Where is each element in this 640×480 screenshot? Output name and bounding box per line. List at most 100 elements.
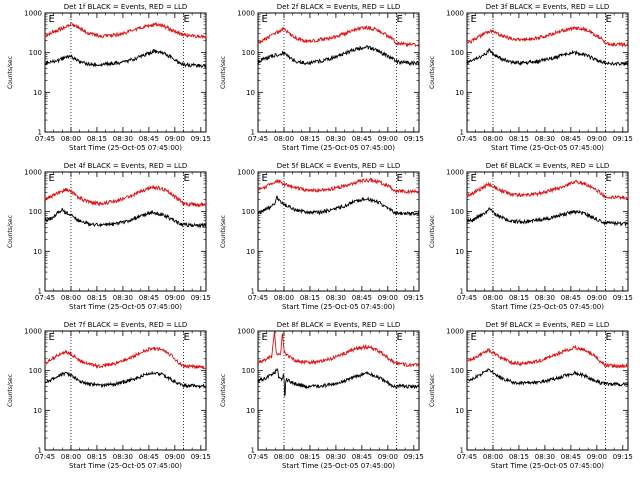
- x-tick-label: 08:45: [561, 135, 581, 143]
- y-axis-label: Counts/sec: [429, 215, 436, 248]
- x-tick-label: 09:15: [613, 294, 633, 302]
- x-axis-label: Start Time (25-Oct-05 07:45:00): [491, 303, 604, 311]
- x-tick-label: 09:00: [378, 294, 398, 302]
- e-marker-label: E: [396, 332, 402, 343]
- x-axis-label: Start Time (25-Oct-05 07:45:00): [282, 144, 395, 152]
- x-tick-label: 08:45: [561, 453, 581, 461]
- e-marker-label: E: [470, 14, 476, 25]
- e-marker-label: E: [183, 173, 189, 184]
- y-tick-label: 100: [29, 208, 42, 216]
- x-tick-label: 08:30: [535, 453, 555, 461]
- x-tick-label: 08:45: [561, 294, 581, 302]
- x-tick-label: 09:15: [613, 135, 633, 143]
- x-tick-label: 09:00: [587, 294, 607, 302]
- e-marker-label: E: [470, 332, 476, 343]
- x-tick-label: 08:15: [509, 294, 529, 302]
- x-tick-label: 08:45: [352, 135, 372, 143]
- x-tick-label: 08:15: [509, 135, 529, 143]
- chart-title: Det 5f BLACK = Events, RED = LLD: [277, 162, 400, 170]
- y-tick-label: 10: [33, 248, 42, 256]
- y-tick-label: 100: [451, 49, 464, 57]
- y-tick-label: 100: [29, 367, 42, 375]
- e-marker-label: E: [261, 173, 267, 184]
- x-tick-label: 07:45: [248, 453, 268, 461]
- y-tick-label: 1000: [237, 169, 255, 177]
- x-tick-label: 08:15: [509, 453, 529, 461]
- plot-frame: [257, 171, 420, 292]
- chart-panel: Det 2f BLACK = Events, RED = LLD Counts/s…: [220, 3, 424, 152]
- y-axis-label: Counts/sec: [7, 374, 14, 407]
- x-axis-label: Start Time (25-Oct-05 07:45:00): [282, 462, 395, 470]
- y-axis-label: Counts/sec: [429, 56, 436, 89]
- x-tick-label: 08:00: [483, 453, 503, 461]
- x-tick-label: 08:15: [87, 135, 107, 143]
- y-tick-label: 1: [251, 129, 255, 137]
- y-tick-label: 10: [246, 407, 255, 415]
- e-marker-label: E: [183, 14, 189, 25]
- chart-panel: Det 4f BLACK = Events, RED = LLD Counts/s…: [7, 162, 211, 311]
- y-tick-label: 1000: [24, 10, 42, 18]
- y-tick-label: 1000: [237, 10, 255, 18]
- y-tick-label: 100: [451, 367, 464, 375]
- plot-frame: [466, 171, 629, 292]
- events-rate-series: [44, 207, 207, 229]
- x-tick-label: 08:30: [535, 294, 555, 302]
- y-axis-label: Counts/sec: [220, 56, 227, 89]
- y-tick-label: 10: [246, 248, 255, 256]
- x-tick-label: 07:45: [35, 135, 55, 143]
- e-marker-label: E: [261, 14, 267, 25]
- x-tick-label: 08:00: [274, 453, 294, 461]
- y-tick-label: 10: [455, 407, 464, 415]
- x-tick-label: 09:00: [378, 453, 398, 461]
- chart-title: Det 1f BLACK = Events, RED = LLD: [64, 3, 187, 11]
- x-tick-label: 08:00: [61, 135, 81, 143]
- x-tick-label: 08:30: [113, 294, 133, 302]
- y-tick-label: 1: [38, 447, 42, 455]
- events-rate-series: [257, 45, 420, 67]
- y-tick-label: 1000: [446, 10, 464, 18]
- x-axis-label: Start Time (25-Oct-05 07:45:00): [69, 144, 182, 152]
- x-tick-label: 08:00: [483, 135, 503, 143]
- lld-rate-series: [466, 25, 629, 48]
- x-axis-label: Start Time (25-Oct-05 07:45:00): [491, 462, 604, 470]
- lld-rate-series: [257, 331, 420, 368]
- chart-title: Det 8f BLACK = Events, RED = LLD: [277, 321, 400, 329]
- y-axis-label: Counts/sec: [7, 56, 14, 89]
- y-axis-label: Counts/sec: [220, 215, 227, 248]
- e-marker-label: E: [605, 173, 611, 184]
- x-tick-label: 07:45: [248, 294, 268, 302]
- y-tick-label: 1: [251, 447, 255, 455]
- x-tick-label: 08:30: [113, 453, 133, 461]
- e-marker-label: E: [605, 14, 611, 25]
- x-tick-label: 08:45: [139, 453, 159, 461]
- x-axis-label: Start Time (25-Oct-05 07:45:00): [282, 303, 395, 311]
- e-marker-label: E: [48, 173, 54, 184]
- y-tick-label: 100: [451, 208, 464, 216]
- chart-title: Det 2f BLACK = Events, RED = LLD: [277, 3, 400, 11]
- x-tick-label: 08:15: [300, 453, 320, 461]
- events-rate-series: [466, 206, 629, 227]
- chart-title: Det 6f BLACK = Events, RED = LLD: [486, 162, 609, 170]
- e-marker-label: E: [396, 14, 402, 25]
- x-tick-label: 09:00: [165, 453, 185, 461]
- chart-panel: Det 1f BLACK = Events, RED = LLD Counts/s…: [7, 3, 211, 152]
- x-tick-label: 08:15: [87, 453, 107, 461]
- y-axis-label: Counts/sec: [7, 215, 14, 248]
- plot-frame: [466, 330, 629, 451]
- plot-frame: [44, 171, 207, 292]
- x-tick-label: 09:00: [587, 135, 607, 143]
- chart-title: Det 7f BLACK = Events, RED = LLD: [64, 321, 187, 329]
- y-tick-label: 1000: [24, 328, 42, 336]
- x-tick-label: 09:15: [404, 294, 424, 302]
- x-tick-label: 07:45: [457, 453, 477, 461]
- e-marker-label: E: [605, 332, 611, 343]
- e-marker-label: E: [48, 14, 54, 25]
- y-axis-label: Counts/sec: [429, 374, 436, 407]
- y-tick-label: 1000: [446, 328, 464, 336]
- y-tick-label: 1: [460, 129, 464, 137]
- x-tick-label: 08:00: [483, 294, 503, 302]
- x-tick-label: 09:00: [165, 294, 185, 302]
- x-tick-label: 09:00: [587, 453, 607, 461]
- x-tick-label: 08:45: [352, 453, 372, 461]
